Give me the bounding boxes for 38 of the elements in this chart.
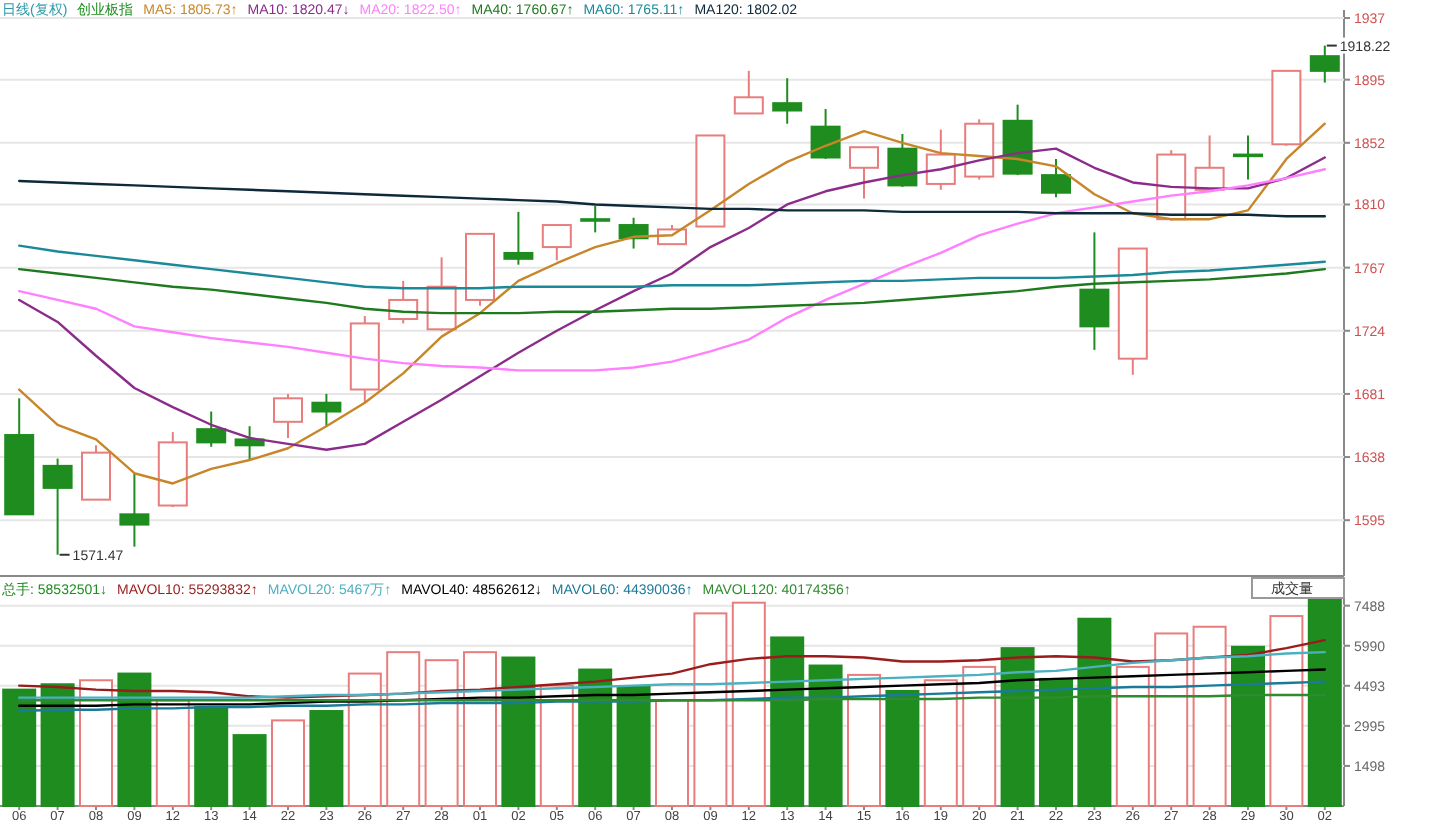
bar [155,699,190,807]
bar [194,706,229,807]
line-series [18,668,1326,707]
bar [731,601,766,807]
bar [2,688,37,807]
line-series [18,638,1326,699]
bar [1115,665,1150,807]
bar [347,672,382,807]
bar [1000,647,1035,807]
line-series [18,650,1326,699]
line-series [18,122,1326,485]
bar [1269,615,1304,807]
bar [616,685,651,807]
bar [808,664,843,807]
line-series [18,179,1326,218]
bar [1154,632,1189,807]
bar [1039,677,1073,807]
bar [923,679,958,807]
bar [539,684,574,807]
line-series [18,680,1326,713]
bar [386,651,421,807]
bar [847,673,881,807]
line-series [18,147,1326,451]
bar [693,612,728,807]
bar [885,689,920,807]
line-series [18,168,1326,372]
bar [770,636,805,807]
bar [463,651,497,807]
bar [578,668,613,807]
bar [962,665,997,807]
bar [655,699,689,807]
bar [1231,645,1265,807]
bar [232,734,267,807]
bar [424,659,459,807]
bar [271,719,305,807]
bar [1192,625,1227,807]
bar [309,710,344,807]
bar [1077,617,1112,807]
